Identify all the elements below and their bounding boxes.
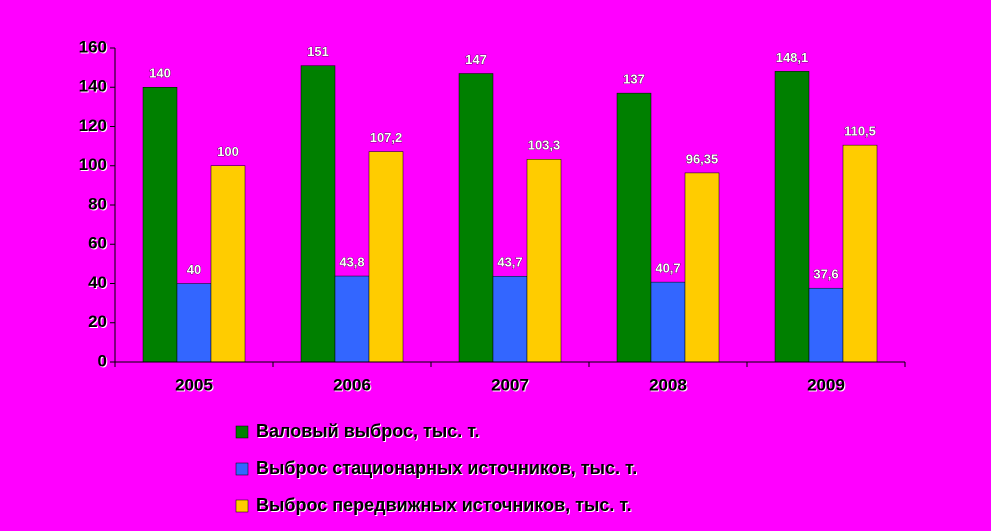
bar xyxy=(176,283,212,363)
bar xyxy=(842,144,878,363)
bar xyxy=(774,71,810,363)
data-label: 110,5 xyxy=(844,124,876,139)
data-label: 148,1 xyxy=(776,50,809,65)
bar xyxy=(684,172,720,363)
y-tick-label: 80 xyxy=(88,194,107,213)
data-label: 140 xyxy=(149,66,171,81)
legend-label: Выброс стационарных источников, тыс. т. xyxy=(256,458,637,478)
legend-swatch xyxy=(235,462,249,476)
legend-swatch xyxy=(235,499,249,513)
bar xyxy=(210,165,246,363)
bar xyxy=(368,151,404,363)
bar xyxy=(142,87,178,363)
bar xyxy=(616,92,652,363)
data-label: 100 xyxy=(217,144,239,159)
legend-swatch xyxy=(235,425,249,439)
x-tick-label: 2008 xyxy=(649,375,687,394)
y-tick-label: 60 xyxy=(88,234,107,253)
data-label: 96,35 xyxy=(686,151,719,166)
data-label: 147 xyxy=(465,52,487,67)
x-tick-label: 2009 xyxy=(807,375,845,394)
y-tick-label: 100 xyxy=(79,155,107,174)
data-label: 40,7 xyxy=(655,261,680,276)
data-label: 151 xyxy=(307,44,329,59)
x-tick-label: 2005 xyxy=(175,375,213,394)
bar xyxy=(526,159,562,363)
y-tick-label: 160 xyxy=(79,37,107,56)
data-label: 137 xyxy=(623,72,645,87)
x-tick-label: 2006 xyxy=(333,375,371,394)
bar xyxy=(334,275,370,363)
data-label: 103,3 xyxy=(528,138,561,153)
y-tick-label: 20 xyxy=(88,312,107,331)
data-label: 40 xyxy=(187,262,201,277)
bar xyxy=(808,287,844,363)
data-label: 37,6 xyxy=(813,267,838,282)
bar xyxy=(458,73,494,363)
y-tick-label: 0 xyxy=(98,351,107,370)
y-tick-label: 40 xyxy=(88,273,107,292)
bar xyxy=(300,65,336,363)
bar xyxy=(650,281,686,363)
legend-label: Выброс передвижных источников, тыс. т. xyxy=(256,495,632,515)
data-label: 43,7 xyxy=(497,255,522,270)
y-tick-label: 120 xyxy=(79,116,107,135)
bar xyxy=(492,275,528,363)
y-tick-label: 140 xyxy=(79,77,107,96)
data-label: 107,2 xyxy=(370,130,403,145)
data-label: 43,8 xyxy=(339,254,364,269)
x-tick-label: 2007 xyxy=(491,375,529,394)
legend-label: Валовый выброс, тыс. т. xyxy=(256,421,479,441)
